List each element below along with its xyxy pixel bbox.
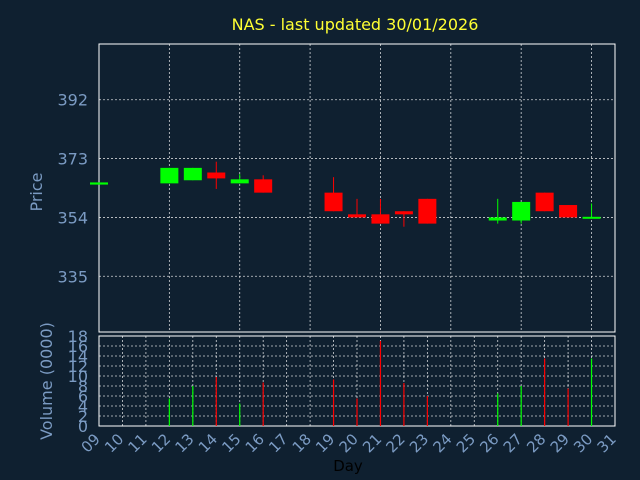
volume-tick-label: 2 bbox=[78, 407, 88, 426]
price-axis-label: Price bbox=[27, 172, 46, 211]
candlestick bbox=[535, 192, 554, 212]
price-tick-label: 392 bbox=[57, 91, 88, 110]
candlestick bbox=[582, 203, 601, 219]
candle-body bbox=[207, 172, 226, 179]
day-tick-labels: 0910111213141516171819202122232425262728… bbox=[78, 430, 620, 456]
candlestick bbox=[160, 167, 179, 184]
candle-body bbox=[230, 179, 249, 184]
candle-body bbox=[488, 217, 507, 221]
volume-tick-label: 0 bbox=[78, 417, 88, 436]
price-plot-frame bbox=[98, 43, 616, 333]
price-tick-label: 354 bbox=[57, 208, 88, 227]
volume-tick-label: 14 bbox=[68, 347, 88, 366]
candle-body bbox=[535, 192, 554, 212]
day-axis-label: Day bbox=[333, 457, 363, 475]
candlestick bbox=[488, 198, 507, 224]
volume-tick-label: 4 bbox=[78, 397, 88, 416]
candlestick bbox=[183, 167, 202, 181]
candlestick bbox=[207, 161, 226, 189]
candlestick bbox=[559, 205, 578, 218]
candlestick bbox=[324, 177, 343, 212]
candle-body bbox=[160, 167, 179, 184]
volume-axis-label: Volume (0000) bbox=[37, 322, 56, 440]
candlestick bbox=[512, 201, 531, 224]
price-tick-label: 335 bbox=[57, 267, 88, 286]
candle-body bbox=[559, 205, 578, 218]
volume-tick-label: 16 bbox=[68, 337, 88, 356]
volume-tick-label: 10 bbox=[68, 367, 88, 386]
volume-tick-label: 6 bbox=[78, 387, 88, 406]
candle-body bbox=[90, 182, 108, 185]
candlestick bbox=[418, 198, 437, 224]
candlestick bbox=[348, 198, 366, 218]
candle-body bbox=[348, 214, 366, 218]
price-tick-label: 373 bbox=[57, 150, 88, 169]
price-panel: 392 373 354 335 bbox=[57, 43, 616, 333]
candle-body bbox=[371, 214, 390, 224]
candle-body bbox=[324, 192, 343, 212]
candle-body bbox=[512, 201, 531, 221]
volume-tick-label: 8 bbox=[78, 377, 88, 396]
candle-body bbox=[254, 179, 273, 193]
candlestick bbox=[254, 175, 273, 193]
candlestick bbox=[371, 198, 390, 224]
candle-body bbox=[582, 216, 601, 219]
chart-title: NAS - last updated 30/01/2026 bbox=[232, 15, 479, 34]
candlestick bbox=[394, 211, 413, 227]
volume-tick-label: 12 bbox=[68, 357, 88, 376]
candlestick bbox=[230, 174, 249, 184]
volume-tick-label: 18 bbox=[68, 327, 88, 346]
candle-body bbox=[394, 211, 413, 215]
candlestick bbox=[90, 182, 108, 185]
candle-body bbox=[418, 198, 437, 224]
candle-body bbox=[183, 167, 202, 181]
